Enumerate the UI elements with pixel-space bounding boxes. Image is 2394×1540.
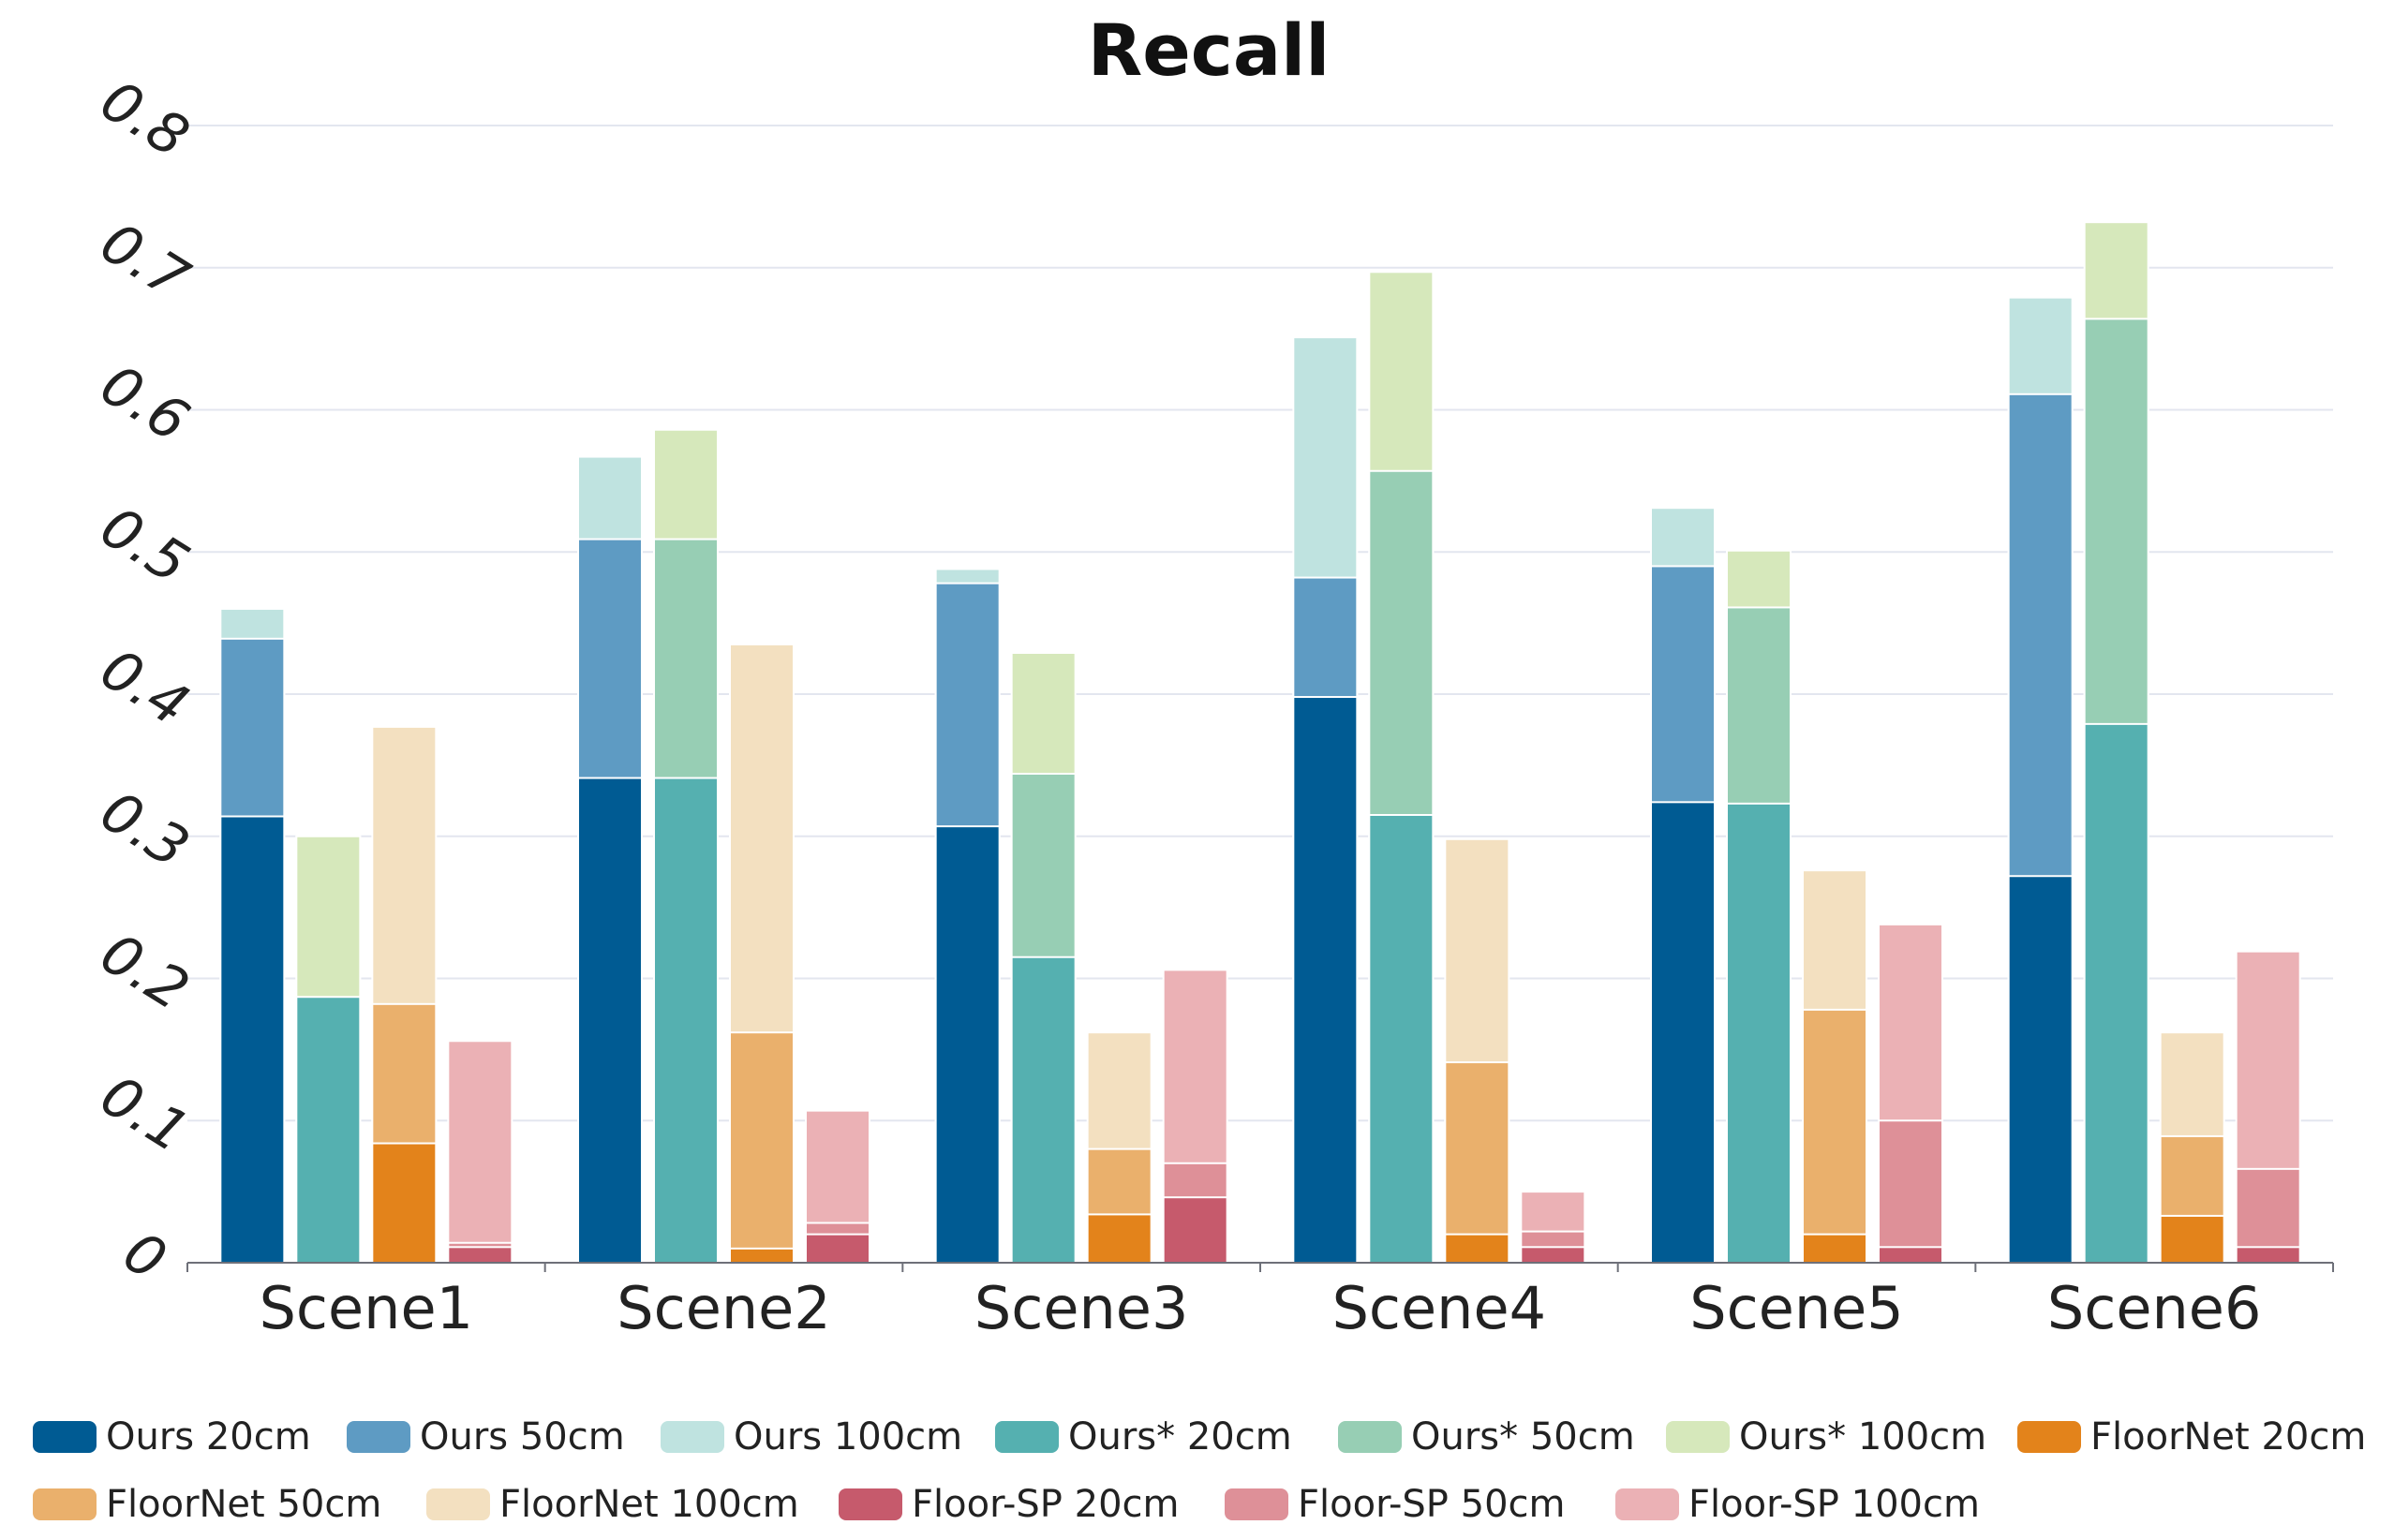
bar-floor-sp-50cm-scene5[interactable] <box>1878 1119 1943 1264</box>
legend-label: Ours 20cm <box>106 1415 311 1459</box>
bar-floornet-20cm-scene3[interactable] <box>1086 1213 1152 1265</box>
legend-item-floornet-20cm[interactable]: FloorNet 20cm <box>2017 1415 2366 1459</box>
bar-ours-20cm-scene3[interactable] <box>934 825 1001 1264</box>
bar-ours-20cm-scene2[interactable] <box>577 777 643 1264</box>
bar-floornet-20cm-scene5[interactable] <box>1802 1233 1867 1265</box>
y-tick-label: 0.2 <box>89 921 200 1024</box>
legend-item-ours-star-50cm[interactable]: Ours* 50cm <box>1338 1415 1635 1459</box>
legend-label: Ours 50cm <box>420 1415 625 1459</box>
bar-floornet-20cm-scene4[interactable] <box>1444 1233 1510 1265</box>
bar-floor-sp-20cm-scene1[interactable] <box>447 1246 513 1264</box>
bar-ours-star-20cm-scene1[interactable] <box>295 996 362 1265</box>
legend-label: Ours 100cm <box>734 1415 962 1459</box>
x-tick-label-scene1: Scene1 <box>260 1274 473 1342</box>
bar-ours-star-20cm-scene3[interactable] <box>1010 955 1077 1264</box>
legend-item-ours-50cm[interactable]: Ours 50cm <box>347 1415 625 1459</box>
legend-swatch <box>1666 1421 1730 1453</box>
legend-item-ours-star-100cm[interactable]: Ours* 100cm <box>1666 1415 1986 1459</box>
legend-label: Ours* 20cm <box>1068 1415 1292 1459</box>
bar-floornet-20cm-scene2[interactable] <box>729 1247 795 1264</box>
bar-ours-star-20cm-scene2[interactable] <box>653 777 719 1264</box>
bar-floornet-20cm-scene6[interactable] <box>2159 1214 2225 1264</box>
bar-ours-20cm-scene1[interactable] <box>219 815 286 1264</box>
y-tick-label: 0.3 <box>89 778 200 881</box>
legend-label: FloorNet 50cm <box>106 1483 381 1526</box>
x-tick-label-scene2: Scene2 <box>617 1274 830 1342</box>
legend-label: Floor-SP 20cm <box>912 1483 1179 1526</box>
x-tick-label-scene3: Scene3 <box>974 1274 1188 1342</box>
bar-ours-20cm-scene6[interactable] <box>2007 875 2074 1264</box>
legend-item-ours-100cm[interactable]: Ours 100cm <box>661 1415 962 1459</box>
bar-floor-sp-20cm-scene3[interactable] <box>1162 1196 1228 1264</box>
legend-swatch <box>33 1421 97 1453</box>
legend-label: FloorNet 20cm <box>2090 1415 2366 1459</box>
y-tick-label: 0 <box>112 1219 176 1294</box>
bar-ours-star-20cm-scene6[interactable] <box>2083 722 2149 1264</box>
legend-swatch <box>1225 1488 1288 1520</box>
legend-item-floor-sp-20cm[interactable]: Floor-SP 20cm <box>839 1483 1179 1526</box>
bar-floor-sp-100cm-scene1[interactable] <box>447 1040 513 1265</box>
y-tick-label: 0.1 <box>89 1063 200 1166</box>
bar-floornet-20cm-scene1[interactable] <box>371 1142 438 1265</box>
chart-title: Recall <box>1088 8 1331 92</box>
bar-floor-sp-20cm-scene4[interactable] <box>1520 1246 1586 1264</box>
legend-label: FloorNet 100cm <box>499 1483 799 1526</box>
legend-label: Ours* 50cm <box>1411 1415 1635 1459</box>
y-tick-label: 0.6 <box>89 352 200 455</box>
legend-label: Ours* 100cm <box>1739 1415 1986 1459</box>
legend: Ours 20cm Ours 50cm Ours 100cm Ours* 20cm Ou… <box>33 1415 2366 1526</box>
x-tick-label-scene5: Scene5 <box>1689 1274 1903 1342</box>
bar-floornet-50cm-scene2[interactable] <box>729 1031 795 1265</box>
legend-label: Floor-SP 50cm <box>1298 1483 1565 1526</box>
y-tick-label: 0.5 <box>89 495 200 598</box>
bars-layer <box>219 221 2301 1265</box>
bar-floor-sp-20cm-scene2[interactable] <box>805 1233 870 1265</box>
legend-swatch <box>995 1421 1059 1453</box>
y-tick-label: 0.8 <box>89 67 200 170</box>
bar-ours-star-20cm-scene5[interactable] <box>1726 802 1792 1264</box>
bar-ours-20cm-scene5[interactable] <box>1650 801 1716 1265</box>
bar-floor-sp-20cm-scene5[interactable] <box>1878 1246 1943 1264</box>
y-tick-label: 0.4 <box>89 636 200 739</box>
legend-swatch <box>661 1421 724 1453</box>
legend-item-ours-star-20cm[interactable]: Ours* 20cm <box>995 1415 1292 1459</box>
bar-floornet-50cm-scene4[interactable] <box>1444 1061 1510 1264</box>
bar-floornet-50cm-scene5[interactable] <box>1802 1008 1867 1264</box>
legend-swatch <box>33 1488 97 1520</box>
legend-swatch <box>1338 1421 1402 1453</box>
legend-item-floornet-50cm[interactable]: FloorNet 50cm <box>33 1483 381 1526</box>
bar-floor-sp-20cm-scene6[interactable] <box>2235 1246 2301 1264</box>
bar-ours-star-20cm-scene4[interactable] <box>1368 813 1435 1264</box>
legend-swatch <box>839 1488 902 1520</box>
x-tick-label-scene4: Scene4 <box>1332 1274 1546 1342</box>
grid-layer <box>187 125 2333 1122</box>
legend-swatch <box>347 1421 410 1453</box>
legend-label: Floor-SP 100cm <box>1688 1483 1980 1526</box>
y-tick-label: 0.7 <box>89 210 200 313</box>
bar-ours-20cm-scene4[interactable] <box>1292 696 1359 1264</box>
legend-swatch <box>2017 1421 2081 1453</box>
legend-item-floor-sp-100cm[interactable]: Floor-SP 100cm <box>1615 1483 1980 1526</box>
legend-item-ours-20cm[interactable]: Ours 20cm <box>33 1415 311 1459</box>
legend-swatch <box>1615 1488 1679 1520</box>
legend-swatch <box>426 1488 490 1520</box>
legend-item-floornet-100cm[interactable]: FloorNet 100cm <box>426 1483 799 1526</box>
x-tick-label-scene6: Scene6 <box>2047 1274 2261 1342</box>
legend-item-floor-sp-50cm[interactable]: Floor-SP 50cm <box>1225 1483 1565 1526</box>
